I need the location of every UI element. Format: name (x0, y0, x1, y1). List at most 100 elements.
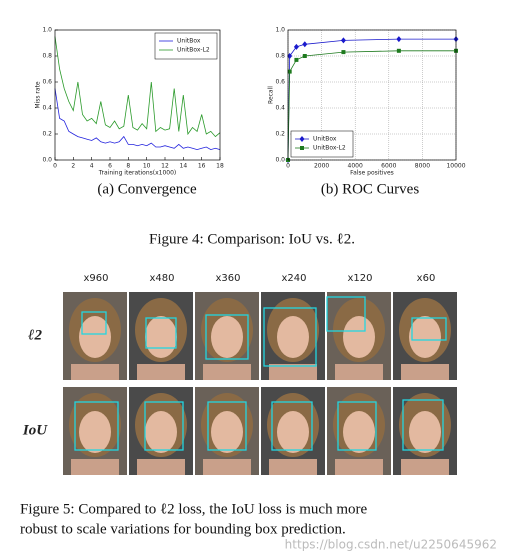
x-tick-label: 4000 (348, 163, 363, 170)
y-axis-label: Miss rate (35, 81, 42, 108)
marker (302, 41, 308, 48)
legend-label: UnitBox (313, 136, 337, 143)
face (145, 316, 177, 358)
y-tick-label: 1.0 (275, 27, 285, 34)
legend-box (154, 32, 218, 60)
y-tick-label: 0.6 (275, 79, 285, 86)
y-tick-label: 0.4 (275, 105, 285, 112)
column-label: x120 (347, 273, 372, 284)
y-tick-label: 0.0 (42, 157, 52, 164)
x-tick-label: 14 (180, 163, 188, 170)
column-label: x960 (83, 273, 108, 284)
legend-box (290, 130, 354, 158)
x-tick-label: 4 (90, 163, 94, 170)
bounding-box (326, 296, 366, 332)
bounding-box (145, 317, 177, 349)
marker (340, 37, 346, 44)
bounding-box (144, 401, 184, 451)
x-tick-label: 8 (126, 163, 130, 170)
figure-caption: Figure 4: Comparison: IoU vs. ℓ2. (149, 231, 355, 247)
legend-label: UnitBox-L2 (177, 47, 210, 54)
series-line (54, 36, 221, 138)
legend-label: UnitBox (177, 38, 201, 45)
bounding-box (74, 401, 119, 451)
marker (396, 48, 401, 53)
column-label: x240 (281, 273, 306, 284)
figure-caption: robust to scale variations for bounding … (20, 521, 346, 537)
legend-marker (299, 136, 305, 142)
bounding-box (81, 311, 107, 335)
plot-frame (287, 29, 457, 161)
subcaption: (a) Convergence (97, 181, 197, 197)
x-tick-label: 6000 (381, 163, 396, 170)
x-tick-label: 10 (143, 163, 151, 170)
y-tick-label: 0.8 (275, 53, 285, 60)
face (409, 411, 441, 453)
shoulders (401, 364, 449, 380)
face (145, 411, 177, 453)
x-tick-label: 2 (71, 163, 75, 170)
legend-marker (300, 146, 304, 150)
bounding-box (402, 399, 444, 451)
shoulders (71, 364, 119, 380)
y-tick-label: 1.0 (42, 27, 52, 34)
shoulders (137, 459, 185, 475)
row-label: IoU (22, 422, 48, 438)
x-tick-label: 8000 (415, 163, 430, 170)
column-label: x60 (417, 273, 436, 284)
row-label: ℓ2 (28, 327, 42, 343)
face (409, 316, 441, 358)
column-label: x360 (215, 273, 240, 284)
shoulders (335, 364, 383, 380)
x-tick-label: 16 (198, 163, 206, 170)
shoulders (137, 364, 185, 380)
x-axis-label: False positives (350, 170, 394, 177)
x-tick-label: 0 (53, 163, 57, 170)
marker (396, 36, 402, 43)
marker (293, 43, 299, 50)
face (211, 411, 243, 453)
face (343, 316, 375, 358)
marker (287, 69, 292, 74)
bounding-box (271, 401, 313, 451)
face (79, 411, 111, 453)
marker (294, 57, 299, 62)
x-tick-label: 12 (161, 163, 169, 170)
x-tick-label: 18 (216, 163, 224, 170)
shoulders (269, 459, 317, 475)
shoulders (335, 459, 383, 475)
shoulders (203, 459, 251, 475)
y-tick-label: 0.8 (42, 53, 52, 60)
watermark: https://blog.csdn.net/u2250645962 (285, 538, 497, 552)
y-tick-label: 0.2 (42, 131, 52, 138)
column-label: x480 (149, 273, 174, 284)
face (211, 316, 243, 358)
bounding-box (337, 401, 377, 451)
x-tick-label: 6 (108, 163, 112, 170)
x-tick-label: 0 (286, 163, 290, 170)
face (343, 411, 375, 453)
y-tick-label: 0.2 (275, 131, 285, 138)
figure-caption: Figure 5: Compared to ℓ2 loss, the IoU l… (20, 501, 367, 517)
x-tick-label: 10000 (446, 163, 465, 170)
marker (302, 54, 307, 58)
y-axis-label: Recall (268, 86, 275, 104)
legend-label: UnitBox-L2 (313, 145, 346, 152)
series-line (54, 88, 221, 151)
shoulders (71, 459, 119, 475)
x-tick-label: 2000 (314, 163, 329, 170)
shoulders (269, 364, 317, 380)
y-tick-label: 0.6 (42, 79, 52, 86)
bounding-box (263, 307, 317, 367)
bounding-box (207, 401, 247, 451)
marker (341, 50, 346, 55)
y-tick-label: 0.4 (42, 105, 52, 112)
shoulders (203, 364, 251, 380)
x-axis-label: Training iterations(x1000) (98, 170, 177, 177)
face (277, 411, 309, 453)
face (79, 316, 111, 358)
plot-frame (54, 29, 221, 161)
bounding-box (205, 314, 249, 360)
bounding-box (411, 317, 447, 341)
